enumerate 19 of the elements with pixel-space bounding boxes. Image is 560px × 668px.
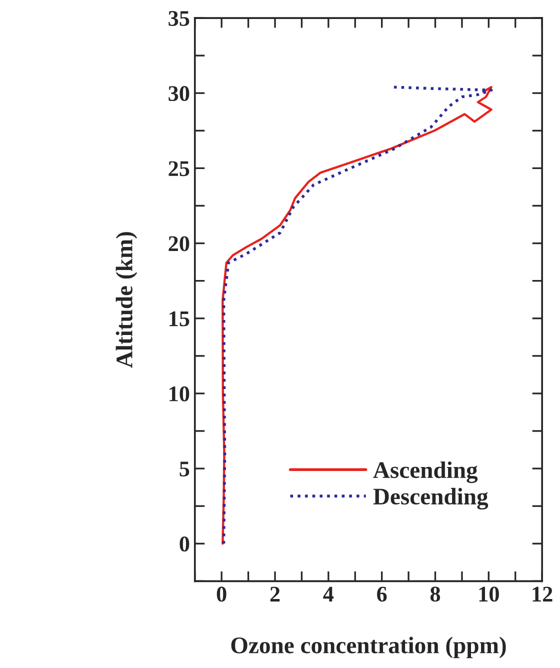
- x-tick-label: 4: [323, 586, 334, 602]
- legend-label: Descending: [373, 488, 488, 510]
- y-tick-label: 20: [168, 236, 190, 252]
- x-tick-label: 6: [377, 586, 387, 602]
- x-axis-title: Ozone concentration (ppm): [231, 636, 506, 658]
- y-tick-label: 30: [168, 86, 190, 102]
- y-tick-label: 10: [170, 386, 190, 402]
- y-tick-label: 15: [170, 311, 190, 326]
- y-tick-label: 0: [180, 536, 190, 552]
- y-tick-label: 35: [168, 11, 190, 26]
- y-axis-title: Altitude (km): [116, 232, 138, 368]
- y-tick-label: 25: [168, 161, 190, 176]
- x-tick-label: 8: [430, 586, 440, 602]
- legend-label: Ascending: [373, 461, 478, 484]
- x-tick-label: 12: [532, 586, 552, 602]
- y-tick-label: 5: [180, 462, 190, 476]
- x-tick-label: 2: [270, 586, 280, 602]
- x-tick-label: 0: [216, 586, 226, 602]
- x-tick-label: 10: [479, 586, 499, 602]
